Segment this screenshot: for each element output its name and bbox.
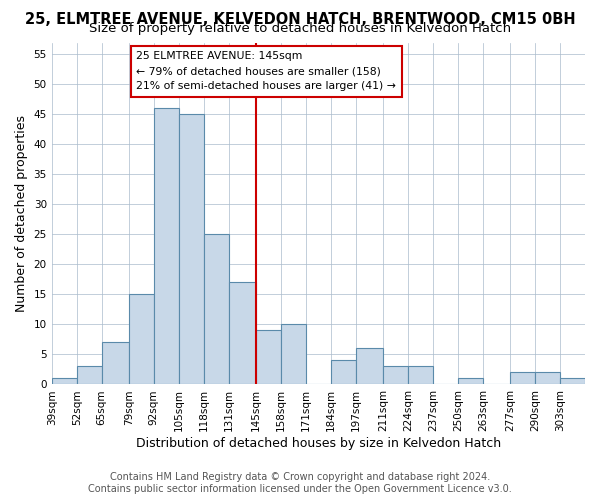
Bar <box>77 366 102 384</box>
Bar <box>510 372 535 384</box>
Text: 25 ELMTREE AVENUE: 145sqm
← 79% of detached houses are smaller (158)
21% of semi: 25 ELMTREE AVENUE: 145sqm ← 79% of detac… <box>136 52 396 91</box>
Bar <box>179 114 204 384</box>
Bar <box>560 378 585 384</box>
Bar <box>356 348 383 384</box>
Bar <box>331 360 356 384</box>
Bar <box>281 324 306 384</box>
Bar <box>408 366 433 384</box>
Bar <box>52 378 77 384</box>
Bar <box>535 372 560 384</box>
Text: 25, ELMTREE AVENUE, KELVEDON HATCH, BRENTWOOD, CM15 0BH: 25, ELMTREE AVENUE, KELVEDON HATCH, BREN… <box>25 12 575 26</box>
Bar <box>204 234 229 384</box>
Y-axis label: Number of detached properties: Number of detached properties <box>15 115 28 312</box>
Bar <box>229 282 256 384</box>
Bar <box>154 108 179 384</box>
Text: Size of property relative to detached houses in Kelvedon Hatch: Size of property relative to detached ho… <box>89 22 511 35</box>
Bar <box>383 366 408 384</box>
Bar <box>128 294 154 384</box>
Text: Contains HM Land Registry data © Crown copyright and database right 2024.
Contai: Contains HM Land Registry data © Crown c… <box>88 472 512 494</box>
Bar <box>102 342 128 384</box>
Bar <box>256 330 281 384</box>
X-axis label: Distribution of detached houses by size in Kelvedon Hatch: Distribution of detached houses by size … <box>136 437 501 450</box>
Bar <box>458 378 483 384</box>
